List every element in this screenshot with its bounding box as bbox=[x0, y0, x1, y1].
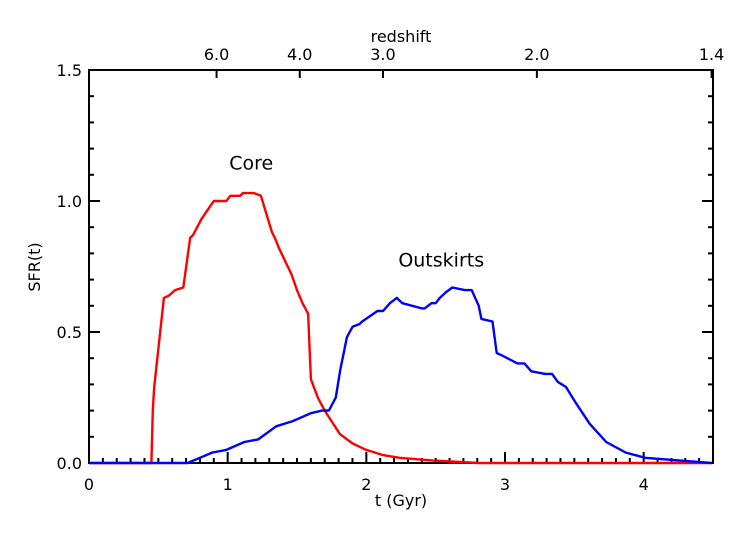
y-axis-title: SFR(t) bbox=[25, 242, 44, 291]
redshift-tick-label: 4.0 bbox=[287, 45, 312, 64]
x-tick-label: 4 bbox=[639, 475, 649, 494]
redshift-tick-label: 6.0 bbox=[204, 45, 229, 64]
redshift-tick-label: 1.4 bbox=[699, 45, 724, 64]
y-tick-label: 1.0 bbox=[57, 192, 82, 211]
x-tick-label: 1 bbox=[223, 475, 233, 494]
y-tick-label: 0.0 bbox=[57, 454, 82, 473]
x-tick-label: 0 bbox=[84, 475, 94, 494]
x-axis-title: t (Gyr) bbox=[375, 491, 427, 510]
axis-ticks bbox=[89, 70, 713, 463]
plot-frame bbox=[88, 69, 714, 464]
y-tick-label: 0.5 bbox=[57, 323, 82, 342]
annotations: Core Outskirts bbox=[229, 153, 484, 272]
tick-labels: 6.0 4.0 3.0 2.0 1.4 0 1 2 3 4 0.0 0.5 1.0 1.5 bbox=[57, 45, 725, 494]
redshift-tick-label: 3.0 bbox=[370, 45, 395, 64]
plot-area: 6.0 4.0 3.0 2.0 1.4 0 1 2 3 4 0.0 0.5 1.0 1.5 Core Out… bbox=[57, 45, 725, 494]
outskirts-label: Outskirts bbox=[398, 250, 484, 272]
top-axis-title: redshift bbox=[371, 27, 432, 46]
x-tick-label: 2 bbox=[361, 475, 371, 494]
y-tick-label: 1.5 bbox=[57, 61, 82, 80]
redshift-tick-label: 2.0 bbox=[524, 45, 549, 64]
x-tick-label: 3 bbox=[500, 475, 510, 494]
core-label: Core bbox=[229, 153, 273, 175]
outskirts-sfr-curve bbox=[89, 286, 712, 465]
core-sfr-curve bbox=[89, 191, 712, 465]
curves bbox=[89, 191, 712, 465]
